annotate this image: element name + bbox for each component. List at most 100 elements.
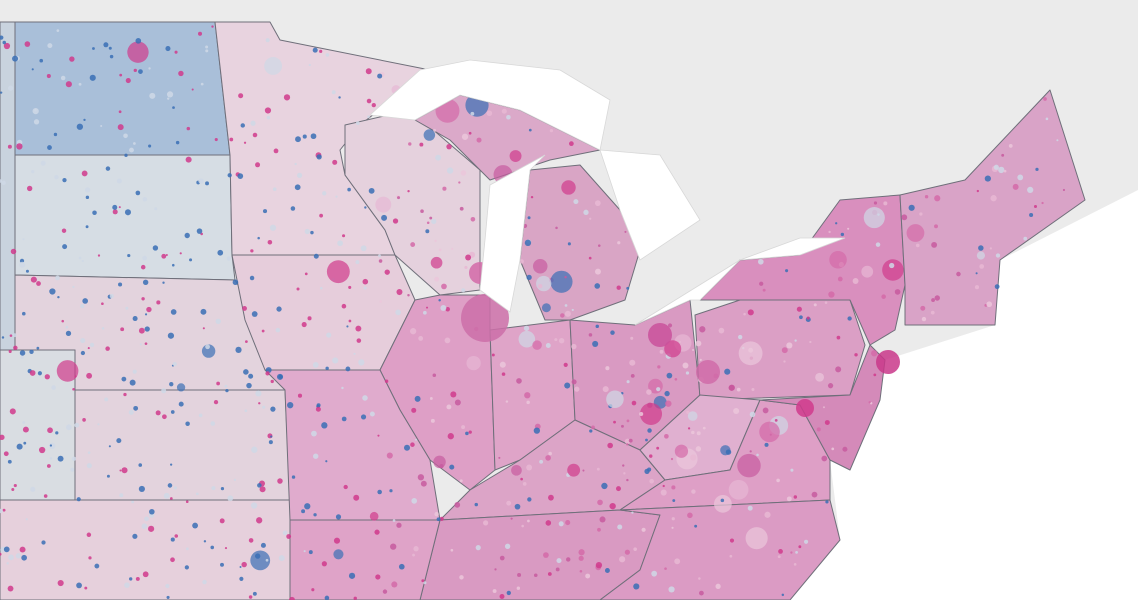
- dot: [85, 225, 89, 229]
- dot: [21, 554, 27, 561]
- dot: [875, 242, 881, 247]
- dot: [555, 226, 558, 230]
- dot: [668, 586, 675, 593]
- dot: [173, 486, 177, 490]
- dot: [588, 256, 592, 260]
- dot: [80, 338, 86, 344]
- dot: [409, 328, 417, 335]
- dot: [215, 318, 221, 325]
- dot: [0, 35, 4, 40]
- dot: [264, 107, 272, 114]
- dot: [22, 421, 26, 424]
- dot: [295, 136, 301, 143]
- dot: [71, 456, 77, 461]
- dot: [377, 73, 383, 79]
- dot: [998, 166, 1005, 174]
- dot: [524, 392, 531, 399]
- dot: [396, 522, 402, 528]
- dot: [62, 177, 67, 183]
- dot: [195, 492, 199, 496]
- dot: [321, 561, 327, 567]
- dot: [442, 186, 447, 191]
- dot: [816, 427, 821, 432]
- dot: [545, 343, 551, 348]
- dot: [210, 545, 215, 550]
- dot: [133, 142, 136, 145]
- dot: [40, 160, 46, 166]
- dot: [813, 303, 817, 307]
- dot: [319, 213, 324, 218]
- dot: [793, 495, 798, 499]
- dot: [398, 563, 405, 570]
- dot: [486, 110, 493, 117]
- dot: [561, 180, 576, 195]
- dot: [595, 324, 599, 329]
- dot: [682, 362, 689, 369]
- dot: [412, 553, 415, 557]
- city-dot: [876, 350, 900, 374]
- dot: [749, 411, 756, 418]
- dot: [53, 132, 58, 137]
- dot: [594, 200, 601, 207]
- dot: [993, 164, 999, 170]
- dot: [348, 285, 352, 289]
- dot: [504, 543, 511, 549]
- dot: [220, 562, 224, 567]
- dot: [994, 284, 1000, 290]
- dot: [558, 521, 564, 527]
- dot: [161, 253, 167, 259]
- dot: [326, 260, 350, 284]
- dot: [604, 568, 610, 573]
- dot: [366, 98, 372, 104]
- dot: [596, 467, 600, 471]
- dot: [798, 545, 802, 549]
- dot: [774, 419, 778, 422]
- dot: [539, 459, 544, 464]
- state: [214, 21, 431, 256]
- dot: [117, 124, 124, 131]
- dot: [392, 519, 396, 522]
- dot: [196, 228, 203, 234]
- dot: [538, 283, 543, 289]
- dot: [8, 554, 14, 561]
- dot: [526, 400, 530, 405]
- state: [74, 389, 291, 501]
- dot: [149, 92, 156, 99]
- dot: [112, 204, 118, 210]
- dot: [265, 38, 270, 43]
- dot: [558, 338, 565, 344]
- dot: [786, 496, 792, 502]
- dot: [426, 306, 429, 309]
- dot: [436, 517, 441, 522]
- dot: [664, 390, 670, 397]
- dot: [198, 178, 204, 184]
- dot: [613, 420, 616, 424]
- dot: [0, 552, 2, 556]
- dot: [24, 41, 31, 47]
- dot: [476, 137, 482, 143]
- dot: [889, 262, 895, 269]
- dot: [809, 340, 812, 344]
- dot: [6, 562, 9, 565]
- dot: [543, 552, 549, 558]
- lakes: [369, 59, 846, 326]
- dot: [589, 217, 592, 220]
- dot: [56, 360, 79, 382]
- dot: [202, 327, 205, 330]
- dot: [123, 133, 128, 139]
- dot: [129, 577, 133, 581]
- dot: [425, 229, 430, 234]
- dot: [276, 306, 282, 312]
- dot: [533, 573, 538, 578]
- dot: [824, 301, 828, 304]
- dot: [781, 347, 788, 354]
- dot: [785, 269, 789, 273]
- dot: [606, 390, 624, 409]
- dot: [304, 503, 311, 510]
- dot: [301, 321, 307, 328]
- dot: [353, 352, 356, 355]
- dot: [138, 69, 143, 74]
- dot: [127, 253, 131, 258]
- dot: [252, 591, 257, 596]
- dot: [626, 380, 630, 384]
